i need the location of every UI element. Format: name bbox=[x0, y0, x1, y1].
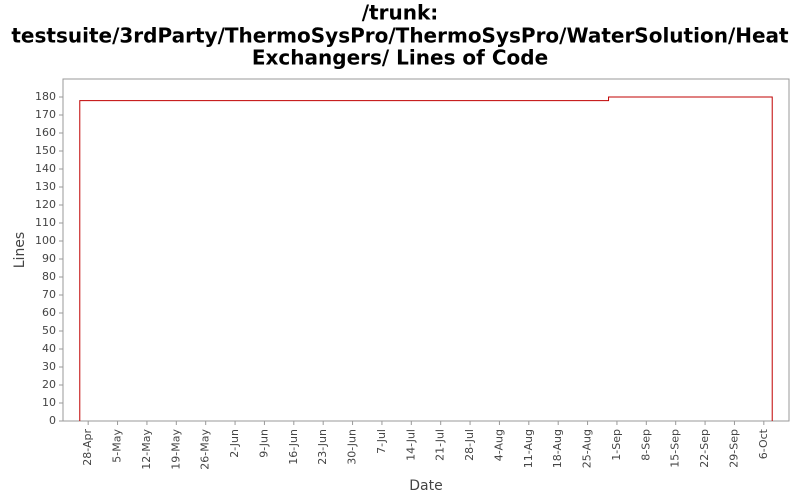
x-tick-label: 22-Sep bbox=[698, 429, 711, 468]
y-tick-label: 100 bbox=[35, 234, 56, 247]
y-tick-label: 110 bbox=[35, 216, 56, 229]
x-tick-label: 6-Oct bbox=[757, 428, 770, 459]
y-tick-label: 120 bbox=[35, 198, 56, 211]
x-tick-label: 14-Jul bbox=[404, 429, 417, 461]
y-axis-label: Lines bbox=[12, 232, 28, 268]
x-tick-label: 4-Aug bbox=[492, 429, 505, 461]
y-tick-label: 90 bbox=[42, 252, 56, 265]
y-tick-label: 170 bbox=[35, 108, 56, 121]
y-tick-label: 60 bbox=[42, 306, 56, 319]
y-tick-label: 140 bbox=[35, 162, 56, 175]
x-tick-label: 9-Jun bbox=[257, 429, 270, 458]
x-tick-label: 7-Jul bbox=[375, 429, 388, 454]
x-tick-label: 12-May bbox=[140, 429, 153, 470]
x-tick-label: 30-Jun bbox=[346, 429, 359, 465]
x-tick-label: 23-Jun bbox=[316, 429, 329, 465]
x-tick-label: 8-Sep bbox=[639, 429, 652, 461]
y-tick-label: 150 bbox=[35, 144, 56, 157]
chart-title: /trunk: bbox=[362, 1, 439, 25]
y-tick-label: 180 bbox=[35, 90, 56, 103]
x-tick-label: 21-Jul bbox=[434, 429, 447, 461]
y-tick-label: 130 bbox=[35, 180, 56, 193]
x-tick-label: 29-Sep bbox=[727, 429, 740, 468]
x-tick-label: 1-Sep bbox=[610, 429, 623, 461]
y-tick-label: 40 bbox=[42, 342, 56, 355]
x-tick-label: 28-Apr bbox=[81, 429, 94, 466]
x-tick-label: 28-Jul bbox=[463, 429, 476, 461]
x-axis-label: Date bbox=[409, 478, 442, 494]
x-tick-label: 2-Jun bbox=[228, 429, 241, 458]
x-tick-label: 15-Sep bbox=[669, 429, 682, 468]
plot-area bbox=[62, 78, 790, 422]
x-tick-label: 26-May bbox=[199, 429, 212, 470]
y-tick-label: 0 bbox=[49, 414, 56, 427]
chart-title: Exchangers/ Lines of Code bbox=[252, 46, 548, 70]
x-tick-label: 5-May bbox=[111, 429, 124, 463]
x-tick-label: 11-Aug bbox=[522, 429, 535, 468]
y-tick-label: 70 bbox=[42, 288, 56, 301]
y-tick-label: 160 bbox=[35, 126, 56, 139]
x-tick-label: 25-Aug bbox=[581, 429, 594, 468]
y-tick-label: 30 bbox=[42, 360, 56, 373]
x-tick-label: 18-Aug bbox=[551, 429, 564, 468]
y-tick-label: 10 bbox=[42, 396, 56, 409]
step-line bbox=[79, 96, 773, 421]
y-tick-label: 20 bbox=[42, 378, 56, 391]
chart-title: testsuite/3rdParty/ThermoSysPro/ThermoSy… bbox=[11, 24, 789, 48]
x-tick-label: 16-Jun bbox=[287, 429, 300, 465]
x-tick-label: 19-May bbox=[169, 429, 182, 470]
y-tick-label: 50 bbox=[42, 324, 56, 337]
y-tick-label: 80 bbox=[42, 270, 56, 283]
